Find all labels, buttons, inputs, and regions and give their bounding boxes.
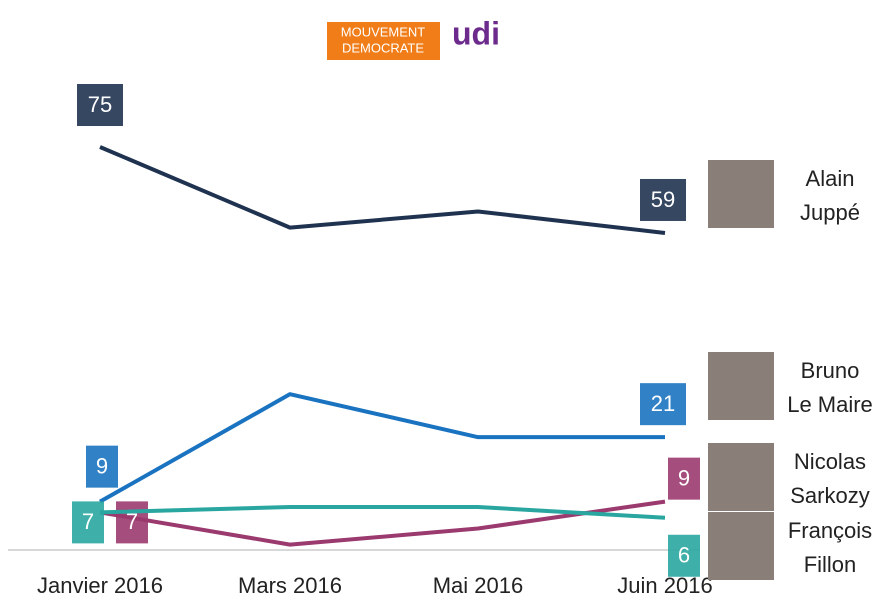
candidate-photo bbox=[708, 160, 774, 228]
candidate-photo bbox=[708, 512, 774, 580]
logo-modem: MOUVEMENT DEMOCRATE bbox=[327, 22, 440, 60]
chart: MOUVEMENT DEMOCRATE udi Janvier 2016 Mars… bbox=[0, 0, 888, 601]
data-label: 21 bbox=[651, 391, 675, 416]
data-label: 9 bbox=[678, 465, 690, 490]
data-label: 9 bbox=[96, 453, 108, 478]
data-label: 7 bbox=[82, 509, 94, 534]
line bbox=[100, 507, 665, 518]
logo-text: DEMOCRATE bbox=[342, 40, 424, 55]
line bbox=[100, 147, 665, 233]
data-label: 6 bbox=[678, 543, 690, 568]
x-tick-label: Janvier 2016 bbox=[37, 573, 163, 598]
data-label: 75 bbox=[88, 92, 112, 117]
line bbox=[100, 394, 665, 501]
data-label: 59 bbox=[651, 187, 675, 212]
candidate-photo bbox=[708, 443, 774, 511]
x-tick-label: Mai 2016 bbox=[433, 573, 524, 598]
logo-text: MOUVEMENT bbox=[341, 24, 426, 39]
logo-udi: udi bbox=[452, 15, 500, 51]
x-tick-label: Mars 2016 bbox=[238, 573, 342, 598]
candidate-photo bbox=[708, 352, 774, 420]
